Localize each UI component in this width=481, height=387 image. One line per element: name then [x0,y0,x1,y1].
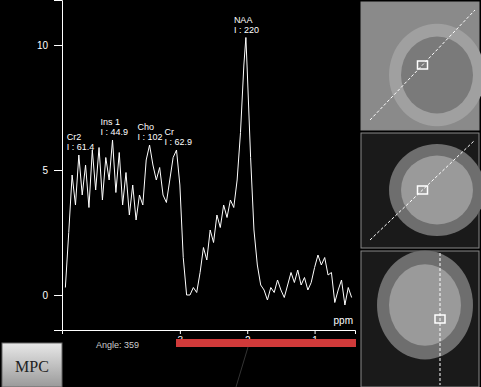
x-axis-line [63,331,356,335]
peak-name: Ins 1 [101,117,121,127]
y-tick: 10 [37,40,62,51]
y-tick-label: 10 [37,40,49,51]
x-axis-title: ppm [334,315,353,326]
x-tick-mark [247,330,248,334]
peak-name: NAA [234,15,253,25]
red-bar [176,339,356,347]
mri-panel [361,133,481,248]
mri-brain [389,264,461,346]
x-tick-mark [180,330,181,334]
spectrum-line [65,38,351,306]
mri-head [389,144,481,236]
mri-panel [361,2,481,130]
x-tick-mark [315,330,316,334]
angle-label: Angle: 359 [96,340,139,350]
peak-intensity: I : 61.4 [67,142,95,152]
y-tick: 5 [42,165,62,176]
mri-head [389,24,481,126]
y-tick-mark [54,45,62,46]
peak-labels: Cr2I : 61.4Ins 1I : 44.9ChoI : 102CrI : … [67,15,259,153]
mri-voxel [418,186,428,194]
mri-slice-line [440,253,441,385]
background [0,0,481,387]
peak-name: Cr [165,127,175,137]
peak-intensity: I : 62.9 [165,137,193,147]
y-tick-mark [54,170,62,171]
peak-name: Cho [138,122,155,132]
y-tick: 0 [42,290,62,301]
peak-intensity: I : 44.9 [101,127,129,137]
mri-voxel [418,61,428,69]
peak-name: Cr2 [67,132,82,142]
y-tick-label: 5 [42,165,48,176]
mri-slice-line [370,10,475,120]
plot-area [65,38,351,306]
mri-voxel [435,315,445,323]
y-axis-line [54,1,63,331]
screen: 0510321ppmCr2I : 61.4Ins 1I : 44.9ChoI :… [0,0,481,387]
pointer-line [236,347,248,387]
peak-intensity: I : 102 [138,132,163,142]
mpc-button[interactable] [2,343,62,387]
mpc-button-label[interactable]: MPC [15,358,49,375]
mri-frame [361,251,479,387]
mri-brain [401,37,473,114]
y-axis: 0 5 10 [37,1,63,331]
mri-brain [401,156,473,225]
y-tick-label: 0 [42,290,48,301]
y-tick-mark [54,295,62,296]
mri-panel [361,251,479,387]
peak-intensity: I : 220 [234,25,259,35]
mri-slice-line [370,140,475,240]
mri-head [377,251,473,360]
